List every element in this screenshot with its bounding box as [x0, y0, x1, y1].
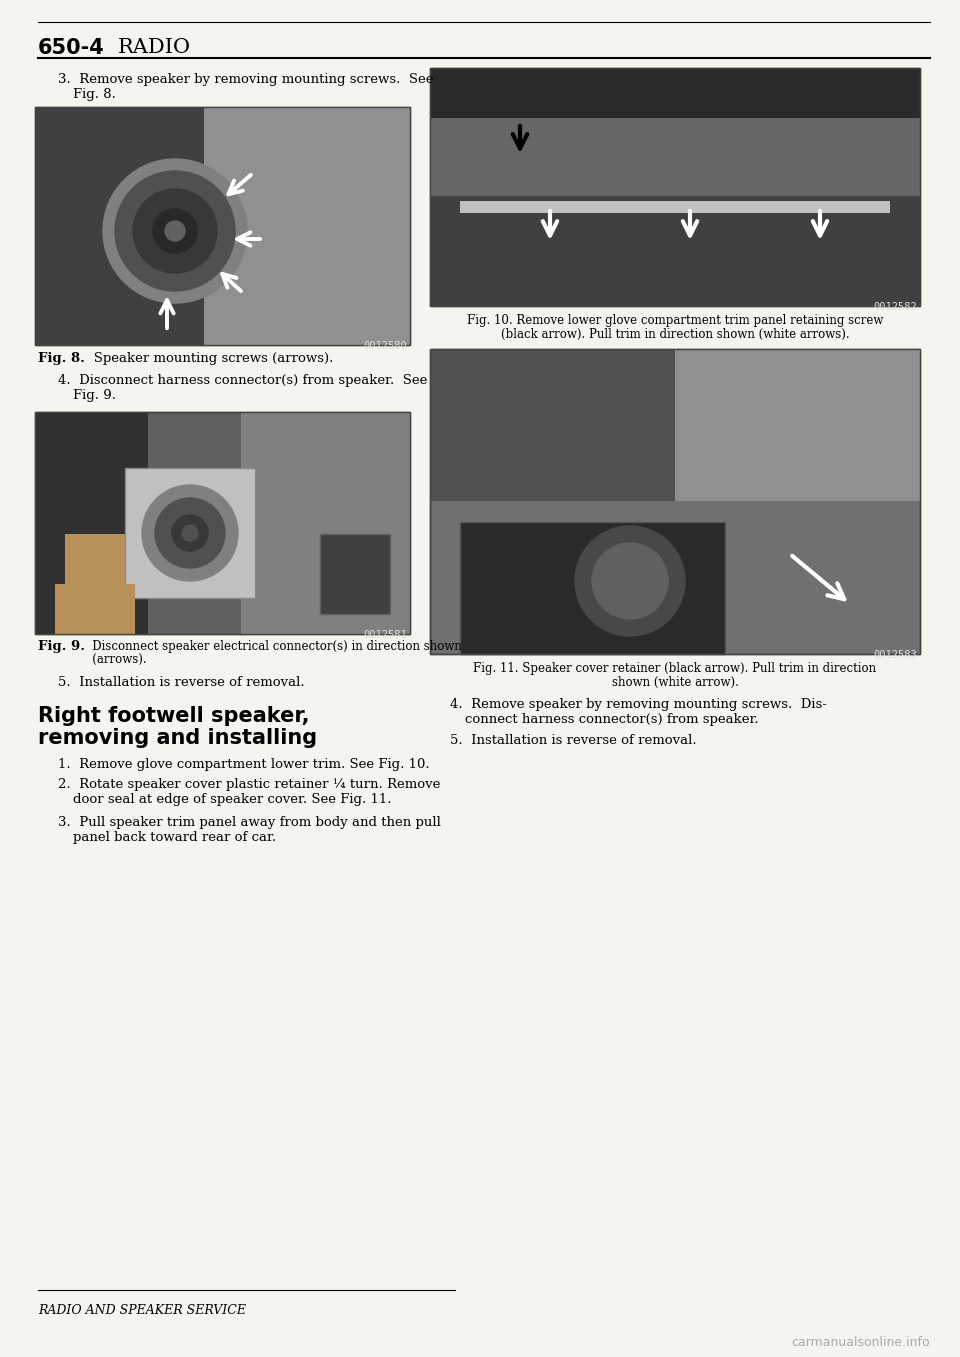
Circle shape — [592, 543, 668, 619]
Circle shape — [155, 498, 225, 569]
Text: 1.  Remove glove compartment lower trim. See Fig. 10.: 1. Remove glove compartment lower trim. … — [58, 759, 430, 771]
Text: 0012582: 0012582 — [874, 303, 917, 312]
Bar — [430, 68, 920, 305]
Text: 4.  Disconnect harness connector(s) from speaker.  See: 4. Disconnect harness connector(s) from … — [58, 375, 427, 387]
Text: Speaker mounting screws (arrows).: Speaker mounting screws (arrows). — [81, 351, 333, 365]
Text: 5.  Installation is reverse of removal.: 5. Installation is reverse of removal. — [450, 734, 697, 746]
Bar — [55, 584, 135, 634]
Text: (arrows).: (arrows). — [81, 654, 147, 668]
Circle shape — [575, 527, 685, 636]
Text: Fig. 8.: Fig. 8. — [38, 351, 84, 365]
Text: 650-4: 650-4 — [38, 38, 105, 58]
Text: door seal at edge of speaker cover. See Fig. 11.: door seal at edge of speaker cover. See … — [73, 792, 392, 806]
Circle shape — [172, 516, 208, 551]
Bar — [430, 68, 920, 118]
Circle shape — [153, 209, 197, 252]
Text: RADIO: RADIO — [118, 38, 191, 57]
Bar — [430, 195, 920, 305]
Text: shown (white arrow).: shown (white arrow). — [612, 676, 738, 689]
Text: Fig. 9.: Fig. 9. — [73, 389, 116, 402]
Text: RADIO AND SPEAKER SERVICE: RADIO AND SPEAKER SERVICE — [38, 1304, 246, 1318]
Bar — [675, 349, 920, 501]
Bar — [35, 413, 410, 634]
Bar — [204, 107, 410, 345]
Text: carmanualsonline.info: carmanualsonline.info — [791, 1337, 930, 1349]
Bar — [460, 201, 890, 213]
Bar — [460, 522, 725, 654]
Text: 0012581: 0012581 — [363, 630, 407, 641]
Circle shape — [182, 525, 198, 541]
Text: Fig. 9.: Fig. 9. — [38, 641, 85, 653]
Bar — [430, 349, 920, 501]
Bar — [430, 68, 920, 305]
Bar — [35, 107, 410, 345]
Circle shape — [165, 221, 185, 242]
Text: Fig. 10. Remove lower glove compartment trim panel retaining screw: Fig. 10. Remove lower glove compartment … — [467, 313, 883, 327]
Text: Fig. 11. Speaker cover retainer (black arrow). Pull trim in direction: Fig. 11. Speaker cover retainer (black a… — [473, 662, 876, 674]
Circle shape — [133, 189, 217, 273]
Circle shape — [115, 171, 235, 290]
Bar — [430, 118, 920, 198]
Text: Right footwell speaker,: Right footwell speaker, — [38, 706, 309, 726]
Text: (black arrow). Pull trim in direction shown (white arrows).: (black arrow). Pull trim in direction sh… — [501, 328, 850, 341]
Bar — [320, 535, 390, 613]
Text: panel back toward rear of car.: panel back toward rear of car. — [73, 830, 276, 844]
Circle shape — [142, 484, 238, 581]
Text: 2.  Rotate speaker cover plastic retainer ¼ turn. Remove: 2. Rotate speaker cover plastic retainer… — [58, 778, 441, 791]
Bar — [430, 349, 920, 654]
Text: 0012580: 0012580 — [363, 341, 407, 351]
Bar — [65, 535, 125, 584]
Circle shape — [103, 159, 247, 303]
Bar — [241, 413, 410, 634]
Text: Disconnect speaker electrical connector(s) in direction shown: Disconnect speaker electrical connector(… — [81, 641, 462, 653]
Text: 4.  Remove speaker by removing mounting screws.  Dis-: 4. Remove speaker by removing mounting s… — [450, 697, 827, 711]
Text: 3.  Pull speaker trim panel away from body and then pull: 3. Pull speaker trim panel away from bod… — [58, 816, 441, 829]
Text: 3.  Remove speaker by removing mounting screws.  See: 3. Remove speaker by removing mounting s… — [58, 73, 434, 85]
Bar — [35, 413, 148, 634]
Bar — [35, 107, 410, 345]
Text: 0012583: 0012583 — [874, 650, 917, 660]
Bar — [125, 468, 255, 598]
Text: connect harness connector(s) from speaker.: connect harness connector(s) from speake… — [465, 712, 758, 726]
Bar — [35, 107, 204, 345]
Bar — [35, 413, 410, 634]
Text: 5.  Installation is reverse of removal.: 5. Installation is reverse of removal. — [58, 676, 304, 689]
Text: removing and installing: removing and installing — [38, 727, 317, 748]
Bar — [430, 349, 920, 654]
Text: Fig. 8.: Fig. 8. — [73, 88, 116, 100]
